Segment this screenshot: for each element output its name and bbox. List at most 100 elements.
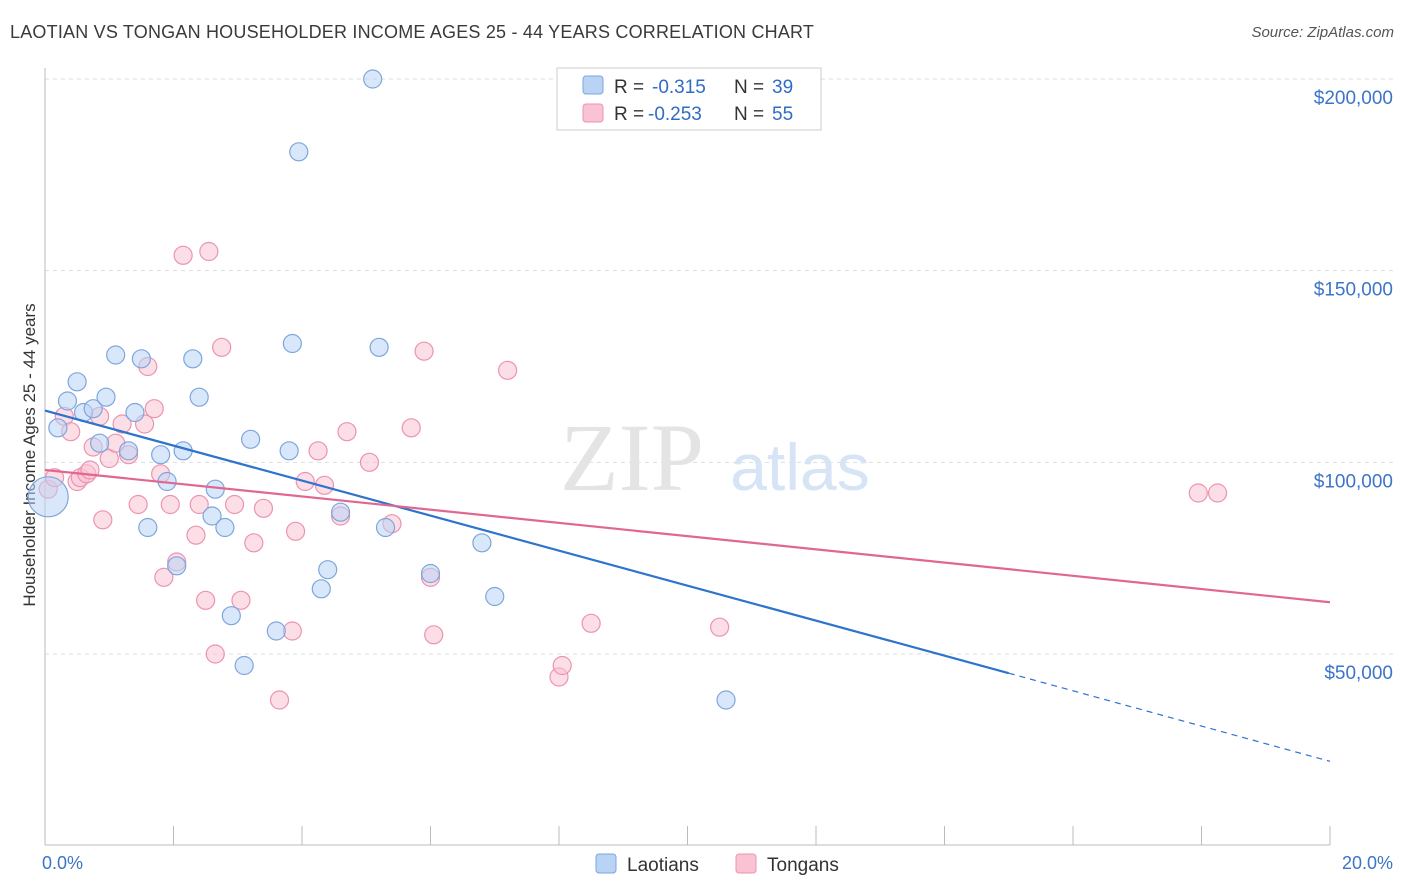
legend-r-value-1: -0.315 [652,77,706,98]
x-tick-label-min: 0.0% [42,853,83,873]
laotian-point [83,399,103,419]
laotian-point [369,337,389,357]
watermark-atlas: atlas [730,430,869,504]
bottom-legend-laotians: Laotians [627,855,699,876]
laotian-point [311,579,331,599]
tongan-point [173,245,193,265]
laotian-point [282,333,302,354]
tongan-point [269,690,290,710]
tongan-point [205,644,225,664]
tongan-point [199,241,219,262]
legend-r-value-2: -0.253 [648,104,702,125]
legend-n-value-1: 39 [772,77,793,98]
laotian-point [151,445,171,465]
laotian-point [279,441,299,461]
tongan-point [710,617,730,637]
tongan-point [93,510,113,530]
legend-swatch-tongans [582,103,604,123]
legend-n-label-2: N = [734,104,764,125]
laotian-point [27,476,69,518]
top-legend: R = -0.315 N = 39 R = -0.253 N = 55 [556,67,822,131]
laotian-point [330,502,351,522]
laotian-point [289,142,309,162]
watermark-zip: ZIP [560,404,704,511]
laotian-point [131,349,151,369]
tongan-point [253,498,274,518]
laotian-point [125,402,145,423]
laotian-point [67,372,87,392]
tongan-point [581,613,601,633]
tongan-point [154,567,174,587]
bottom-legend-swatch-laotians [595,853,617,874]
tongan-point [552,655,572,676]
tongan-point [160,494,180,515]
tongan-point [424,625,444,645]
tongan-point [196,590,216,610]
laotian-point [221,606,241,626]
laotian-point [57,391,78,411]
laotian-point [318,560,338,580]
watermark: ZIP atlas [560,404,870,511]
tongan-point [128,494,148,515]
y-axis-label: Householder Income Ages 25 - 44 years [20,303,39,606]
tongan-point [498,360,518,380]
laotian-point [96,387,116,407]
laotian-point [183,349,203,369]
tongan-point [308,441,328,461]
laotian-trend-extension [1008,672,1331,762]
tongan-point [224,494,245,515]
laotian-point [241,429,261,449]
laotian-point [90,433,110,453]
source-label: Source: ZipAtlas.com [1251,24,1394,41]
laotian-point [118,441,139,461]
tongan-point [244,533,264,553]
legend-n-value-2: 55 [772,104,793,125]
laotian-point [167,556,187,576]
y-tick-label-0: $50,000 [1324,663,1393,684]
laotian-point [48,418,68,438]
tongan-point [212,337,232,357]
tongan-point [359,452,380,472]
tongan-point [1207,483,1228,503]
legend-swatch-laotians [582,75,604,95]
y-tick-label-3: $200,000 [1314,88,1393,109]
laotian-point [485,586,505,607]
y-tick-labels: $50,000 $100,000 $150,000 $200,000 [1314,88,1393,684]
axes [44,68,1331,846]
tongan-point [1188,483,1208,503]
laotian-point [215,517,235,538]
tongan-point [186,525,206,545]
tongan-point [231,590,251,610]
x-tick-label-max: 20.0% [1342,853,1393,873]
laotian-point [472,533,492,553]
legend-r-label-1: R = [614,77,644,98]
tongan-point [112,414,132,434]
grid-lines [45,78,1395,655]
laotian-trend-line [44,409,1010,675]
tongan-point [401,418,421,438]
tongan-trend-line [44,468,1331,604]
laotian-point [189,387,209,407]
bottom-legend: Laotians Tongans [595,853,839,876]
laotian-points [27,69,736,710]
tongan-point [189,494,209,515]
laotian-point [266,621,286,641]
tongan-point [282,621,302,641]
x-tick-labels: 0.0% 20.0% [42,853,1393,873]
laotian-point [716,690,736,710]
legend-n-label-1: N = [734,77,764,98]
tongan-point [144,399,164,419]
tongan-point [285,521,306,541]
y-tick-label-2: $150,000 [1314,280,1393,301]
laotian-point [363,69,383,89]
tongan-point [337,422,357,442]
trend-lines [44,409,1331,762]
tongan-point [414,341,434,361]
laotian-point [138,517,158,538]
legend-r-label-2: R = [614,104,644,125]
laotian-point [202,506,222,526]
laotian-point [420,563,441,584]
y-tick-label-1: $100,000 [1314,471,1393,492]
laotian-point [234,655,254,676]
